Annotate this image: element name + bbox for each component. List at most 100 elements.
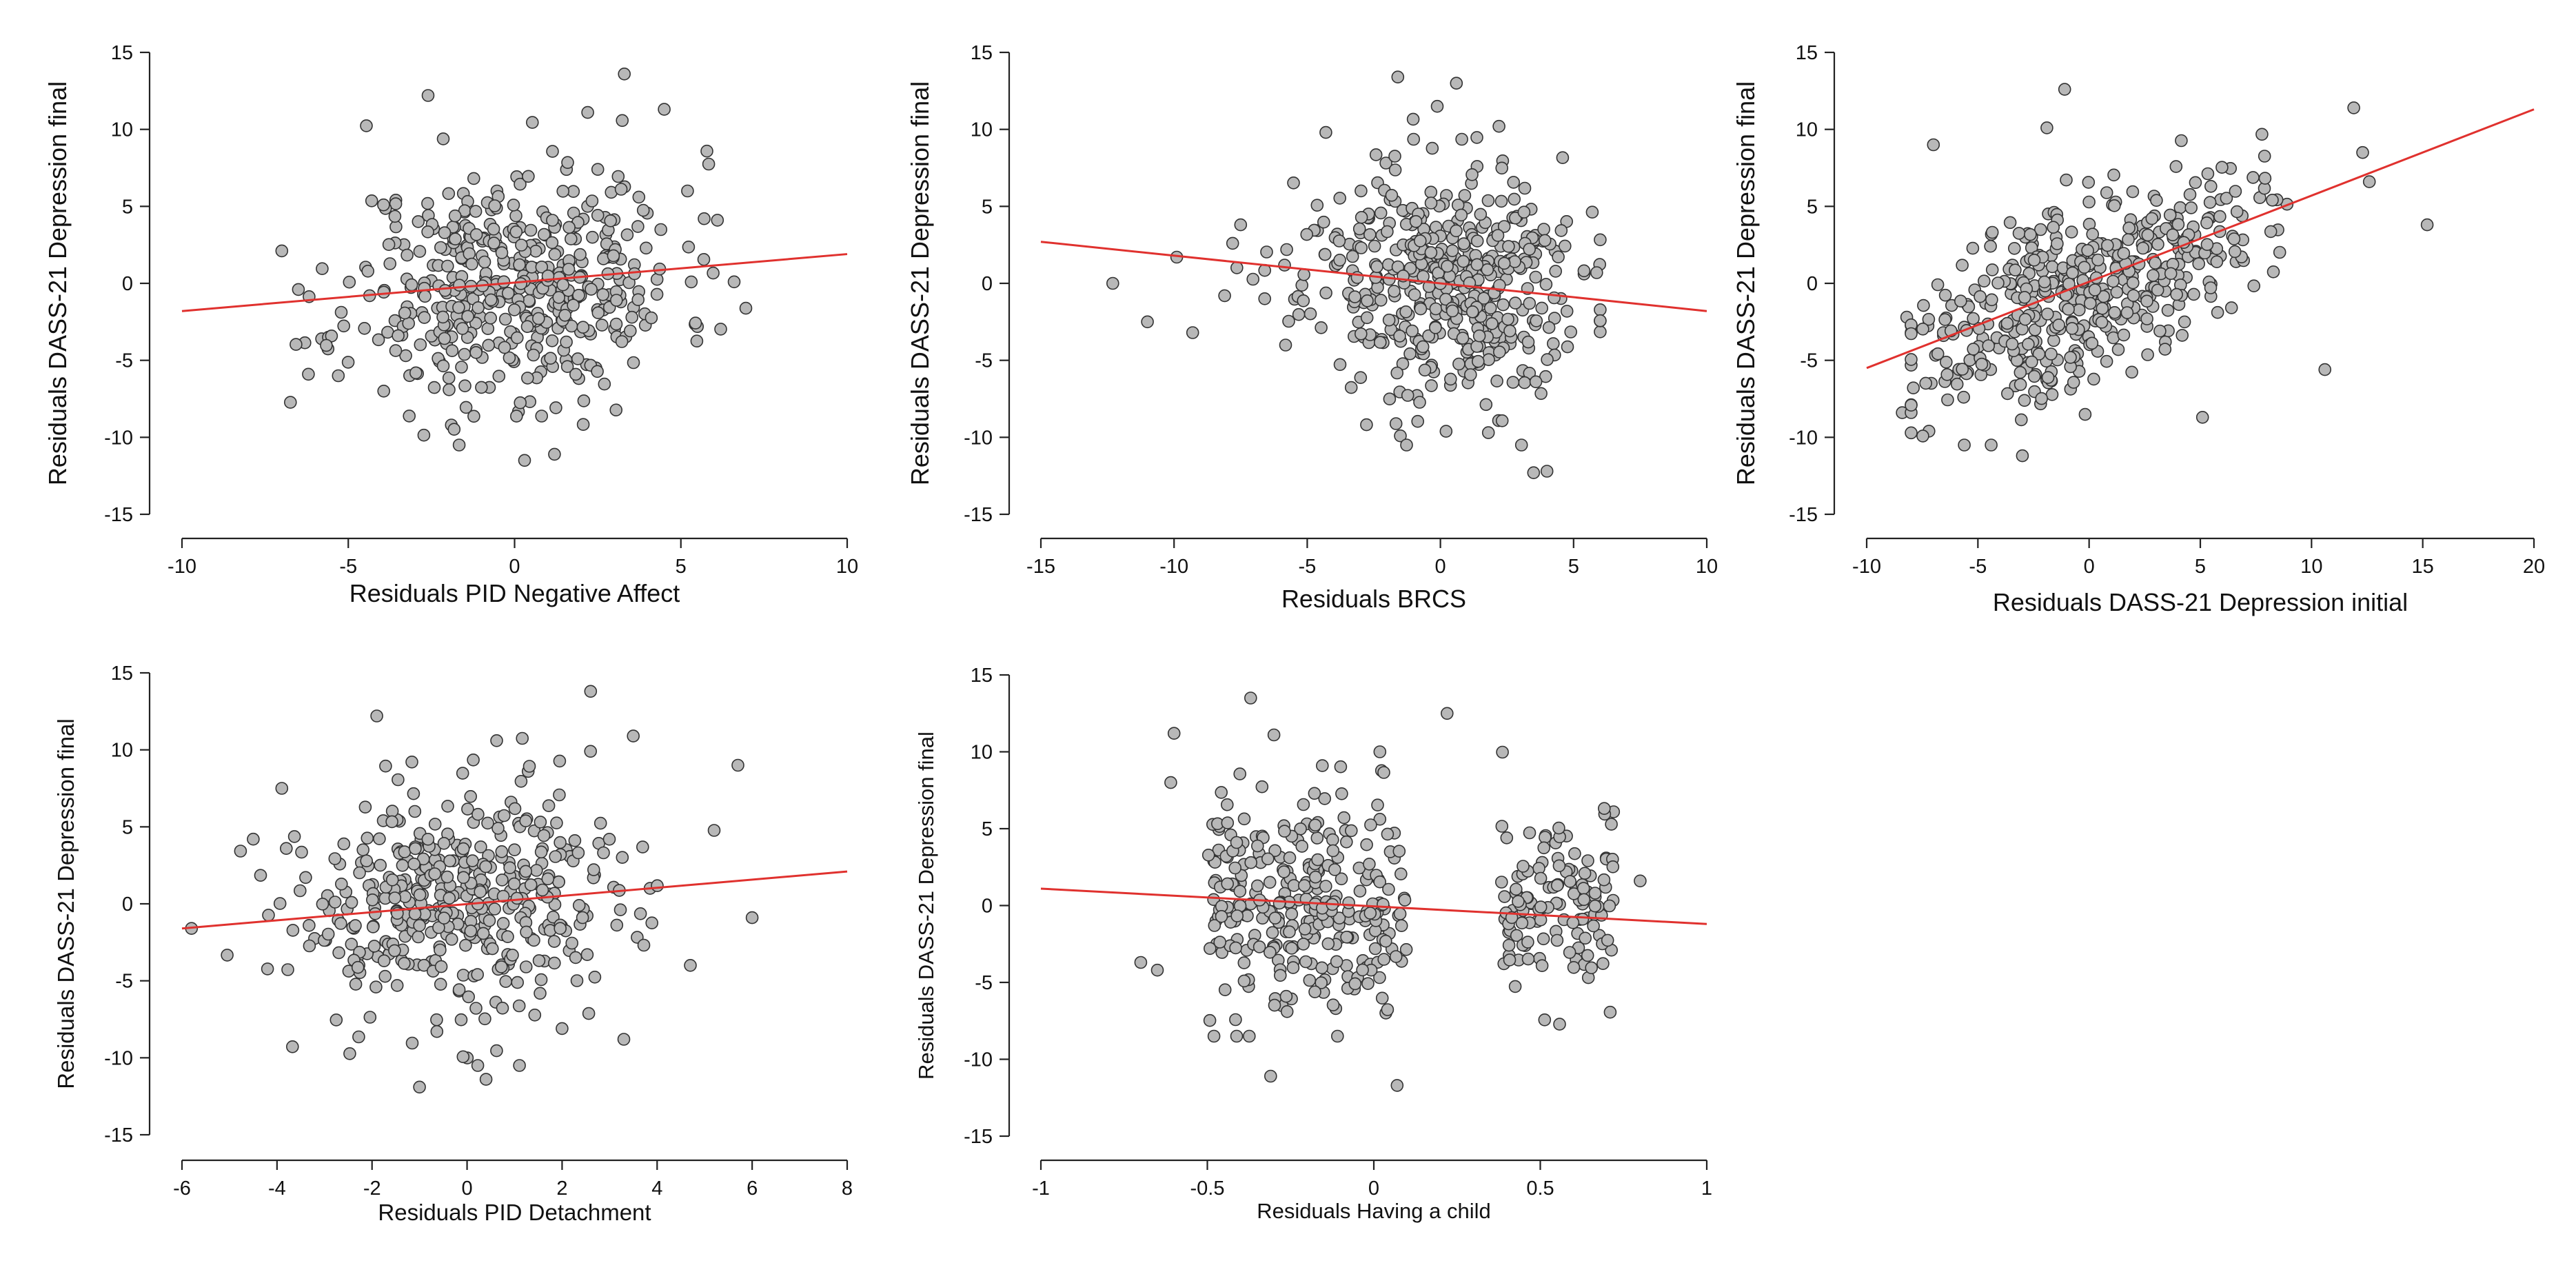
scatter-point — [1381, 827, 1395, 841]
scatter-point — [1134, 956, 1148, 969]
scatter-point — [1974, 290, 1987, 303]
scatter-point — [1523, 826, 1537, 840]
scatter-point — [519, 814, 533, 827]
scatter-point — [443, 891, 456, 905]
scatter-point — [1297, 294, 1310, 307]
scatter-point — [2047, 334, 2060, 347]
scatter-point — [2264, 225, 2278, 239]
scatter-point — [1228, 861, 1241, 875]
scatter-point — [221, 949, 234, 962]
scatter-point — [650, 272, 664, 286]
scatter-point — [1342, 896, 1355, 909]
scatter-point — [2120, 306, 2134, 319]
scatter-point — [389, 220, 403, 234]
scatter-point — [2047, 221, 2060, 234]
scatter-point — [360, 854, 374, 867]
scatter-point — [1414, 234, 1427, 247]
scatter-point — [405, 278, 418, 292]
scatter-point — [292, 283, 305, 296]
scatter-point — [463, 247, 476, 261]
scatter-point — [731, 758, 744, 772]
scatter-point — [545, 236, 559, 250]
panel3-points — [1896, 83, 2434, 463]
scatter-point — [1326, 833, 1339, 847]
scatter-point — [1346, 250, 1359, 263]
scatter-point — [1263, 876, 1277, 889]
scatter-point — [534, 987, 547, 1000]
scatter-point — [1978, 274, 1991, 288]
scatter-point — [1310, 199, 1324, 212]
scatter-point — [448, 209, 462, 223]
scatter-point — [554, 922, 567, 935]
scatter-point — [1335, 872, 1348, 886]
scatter-point — [745, 911, 759, 924]
scatter-point — [1243, 1029, 1256, 1043]
scatter-point — [471, 301, 485, 314]
scatter-point — [2016, 449, 2029, 463]
scatter-point — [328, 896, 342, 909]
scatter-point — [445, 933, 458, 946]
scatter-point — [586, 230, 599, 244]
scatter-point — [614, 183, 628, 196]
scatter-point — [496, 889, 510, 903]
scatter-point — [316, 898, 329, 911]
scatter-point — [1512, 895, 1525, 908]
scatter-point — [690, 334, 704, 348]
scatter-point — [1500, 831, 1514, 845]
scatter-point — [438, 226, 452, 239]
scatter-point — [591, 163, 605, 176]
scatter-point — [1332, 234, 1346, 247]
scatter-point — [378, 969, 392, 983]
y-tick-label: 0 — [982, 896, 993, 918]
scatter-point — [2107, 331, 2120, 345]
scatter-point — [2229, 185, 2242, 198]
scatter-point — [1226, 236, 1239, 250]
scatter-point — [398, 957, 411, 970]
scatter-point — [681, 184, 694, 198]
scatter-point — [434, 943, 447, 957]
scatter-point — [491, 822, 505, 835]
scatter-point — [1331, 1029, 1344, 1043]
scatter-point — [515, 239, 528, 252]
scatter-point — [639, 241, 653, 255]
scatter-point — [467, 172, 480, 185]
regression-line — [1866, 108, 2535, 370]
scatter-point — [1335, 787, 1348, 800]
scatter-point — [413, 1080, 426, 1094]
scatter-point — [1298, 879, 1311, 892]
scatter-point — [2126, 185, 2140, 199]
scatter-point — [1388, 150, 1401, 163]
scatter-point — [440, 259, 454, 273]
y-tick-label: -15 — [1789, 504, 1818, 526]
scatter-point — [1237, 974, 1251, 988]
scatter-point — [508, 843, 521, 856]
scatter-point — [1503, 953, 1517, 967]
y-tick-label: -5 — [975, 350, 993, 372]
scatter-point — [2164, 267, 2178, 281]
scatter-point — [570, 974, 584, 987]
scatter-point — [1409, 214, 1423, 228]
scatter-point — [1355, 210, 1368, 224]
scatter-point — [388, 210, 402, 223]
scatter-point — [456, 871, 470, 885]
scatter-point — [707, 266, 720, 280]
scatter-point — [571, 352, 585, 365]
scatter-point — [1233, 767, 1246, 780]
scatter-point — [1268, 844, 1281, 858]
scatter-point — [1266, 926, 1279, 939]
scatter-point — [547, 956, 561, 970]
scatter-point — [1233, 885, 1247, 898]
scatter-point — [546, 145, 559, 158]
scatter-point — [334, 917, 347, 930]
scatter-point — [1250, 879, 1264, 893]
scatter-point — [302, 367, 315, 381]
scatter-point — [454, 1013, 468, 1027]
scatter-point — [475, 381, 488, 394]
scatter-point — [337, 319, 351, 333]
scatter-point — [1430, 99, 1444, 113]
x-tick-label: 0 — [2084, 556, 2095, 578]
scatter-point — [452, 983, 466, 996]
scatter-point — [1905, 426, 1918, 440]
scatter-point — [2108, 305, 2121, 319]
scatter-point — [1230, 909, 1244, 922]
